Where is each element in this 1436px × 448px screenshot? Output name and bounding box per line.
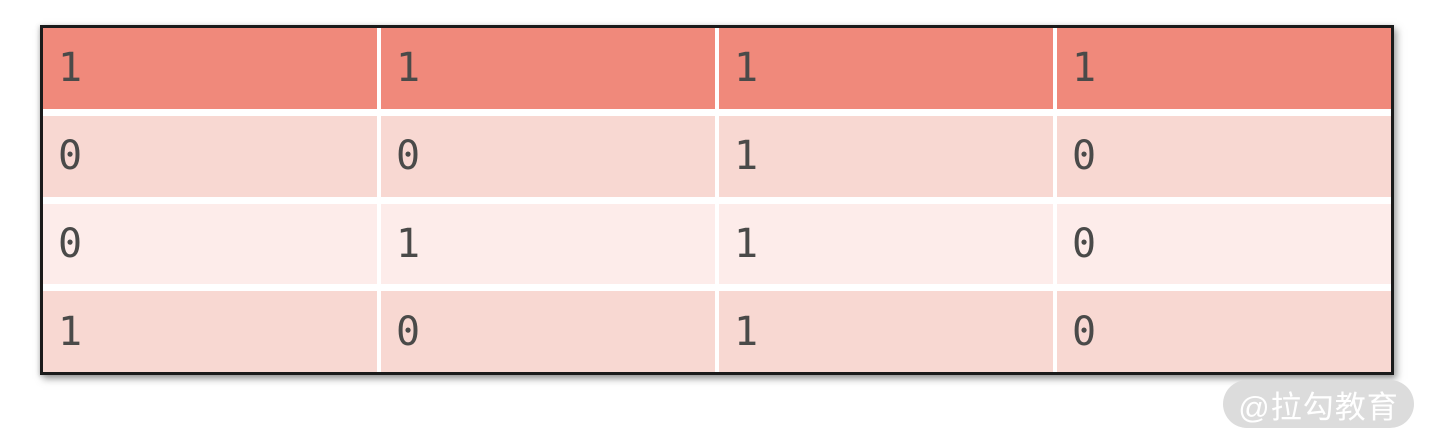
watermark-badge: @拉勾教育 [1223, 380, 1414, 428]
table-cell: 1 [719, 115, 1053, 197]
table-cell: 1 [43, 291, 377, 372]
table-cell: 0 [43, 115, 377, 197]
table-header-cell: 1 [43, 28, 377, 109]
table-cell: 0 [43, 203, 377, 285]
table-cell: 1 [719, 203, 1053, 285]
table-cell: 0 [1057, 291, 1391, 372]
table-header-cell: 1 [381, 28, 715, 109]
table-cell: 1 [719, 291, 1053, 372]
matrix-table: 1 1 1 1 0 0 1 0 0 1 1 0 1 0 1 0 [40, 25, 1394, 375]
table-cell: 0 [381, 291, 715, 372]
table-cell: 1 [381, 203, 715, 285]
table-header-cell: 1 [1057, 28, 1391, 109]
table-cell: 0 [1057, 115, 1391, 197]
table-cell: 0 [1057, 203, 1391, 285]
table-header-cell: 1 [719, 28, 1053, 109]
table-cell: 0 [381, 115, 715, 197]
